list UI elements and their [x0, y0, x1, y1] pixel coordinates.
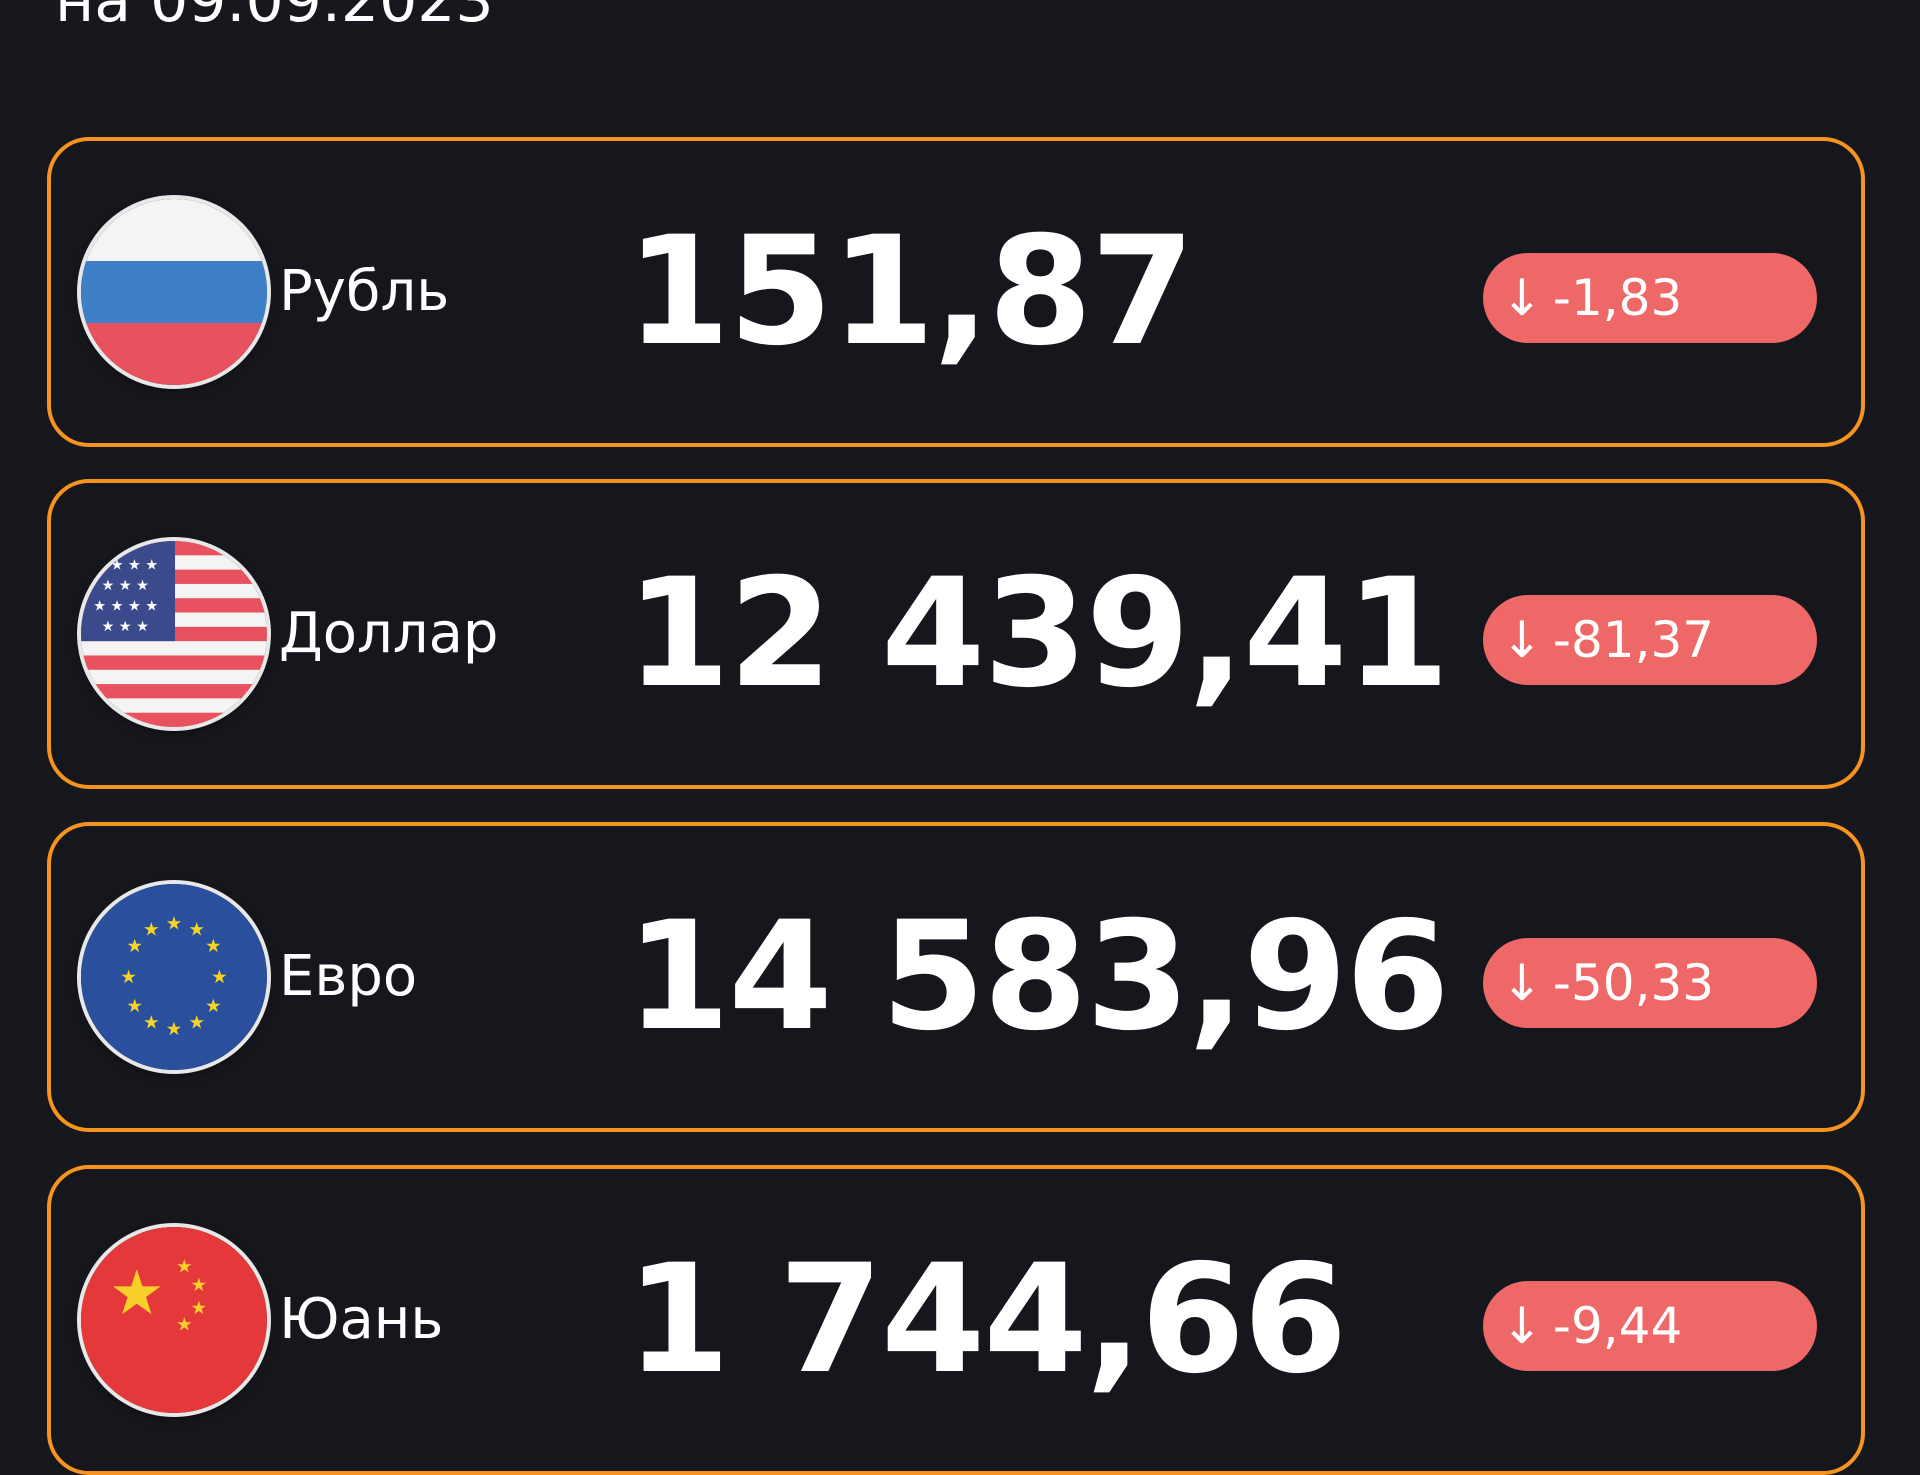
change-badge: ↓ -50,33: [1483, 938, 1817, 1028]
currency-rate: 1 744,66: [626, 1233, 1347, 1407]
currency-rate: 151,87: [626, 205, 1195, 379]
svg-text:★: ★: [176, 1314, 193, 1335]
eu-flag-icon: ★ ★ ★ ★ ★ ★ ★ ★ ★ ★ ★ ★: [81, 884, 267, 1070]
change-value: -1,83: [1552, 269, 1683, 327]
svg-text:★: ★: [188, 920, 205, 941]
svg-text:★: ★: [143, 1013, 160, 1034]
arrow-down-icon: ↓: [1501, 1297, 1543, 1355]
arrow-down-icon: ↓: [1501, 611, 1543, 669]
change-value: -9,44: [1552, 1297, 1683, 1355]
currency-card-eur: ★ ★ ★ ★ ★ ★ ★ ★ ★ ★ ★ ★ Евро 14 583,96 ↓ -50,33: [47, 822, 1865, 1132]
svg-text:★: ★: [143, 920, 160, 941]
svg-text:★ ★ ★ ★: ★ ★ ★ ★: [93, 598, 158, 614]
svg-text:★ ★ ★ ★: ★ ★ ★ ★: [93, 558, 158, 574]
currency-name: Юань: [279, 1287, 444, 1352]
change-value: -50,33: [1552, 954, 1715, 1012]
svg-text:★: ★: [120, 967, 137, 988]
china-flag-icon: ★ ★ ★ ★ ★: [81, 1227, 267, 1413]
arrow-down-icon: ↓: [1501, 269, 1543, 327]
svg-text:★: ★: [211, 967, 228, 988]
currency-name: Евро: [279, 944, 418, 1009]
arrow-down-icon: ↓: [1501, 954, 1543, 1012]
change-badge: ↓ -81,37: [1483, 595, 1817, 685]
svg-text:★: ★: [176, 1256, 193, 1277]
change-value: -81,37: [1552, 611, 1715, 669]
svg-text:★: ★: [126, 936, 143, 957]
currency-card-usd: ★ ★ ★ ★ ★ ★ ★ ★ ★ ★ ★ ★ ★ ★ Доллар 12 439,4…: [47, 479, 1865, 789]
svg-text:★: ★: [126, 996, 143, 1017]
svg-text:★ ★ ★: ★ ★ ★: [101, 578, 149, 594]
svg-text:★: ★: [166, 913, 183, 934]
svg-text:★: ★: [205, 936, 222, 957]
currency-card-rub: Рубль 151,87 ↓ -1,83: [47, 137, 1865, 447]
currency-name: Доллар: [279, 601, 499, 666]
currency-card-cny: ★ ★ ★ ★ ★ Юань 1 744,66 ↓ -9,44: [47, 1165, 1865, 1475]
usa-flag-icon: ★ ★ ★ ★ ★ ★ ★ ★ ★ ★ ★ ★ ★ ★: [81, 541, 267, 727]
date-header: на 09.09.2023: [55, 0, 494, 36]
currency-rate: 14 583,96: [626, 890, 1450, 1064]
svg-text:★: ★: [190, 1275, 207, 1296]
svg-text:★: ★: [205, 996, 222, 1017]
svg-text:★: ★: [109, 1256, 165, 1329]
russia-flag-icon: [81, 199, 267, 385]
change-badge: ↓ -9,44: [1483, 1281, 1817, 1371]
currency-name: Рубль: [279, 259, 450, 324]
svg-text:★: ★: [166, 1019, 183, 1040]
svg-text:★ ★ ★: ★ ★ ★: [101, 619, 149, 635]
currency-rate: 12 439,41: [626, 547, 1450, 721]
svg-text:★: ★: [190, 1298, 207, 1319]
change-badge: ↓ -1,83: [1483, 253, 1817, 343]
svg-text:★: ★: [188, 1013, 205, 1034]
